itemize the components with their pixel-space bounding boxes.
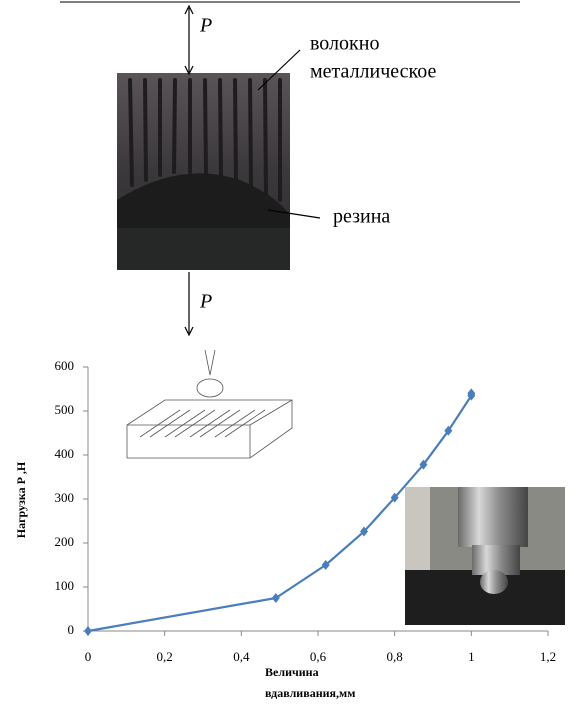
y-tick-label: 300: [55, 490, 75, 505]
y-tick-label: 0: [68, 622, 75, 637]
y-axis-label: Нагрузка Р ,Н: [14, 461, 28, 538]
fiber-label: металлическое: [310, 61, 436, 83]
photo-inset: [405, 487, 565, 625]
sample-photo: [117, 73, 290, 270]
x-tick-label: 0: [85, 649, 92, 664]
rubber-label: резина: [333, 206, 390, 228]
y-tick-label: 200: [55, 534, 75, 549]
y-tick-label: 500: [55, 402, 75, 417]
x-tick-label: 0,4: [233, 649, 250, 664]
y-tick-label: 600: [55, 358, 75, 373]
load-label: P: [199, 291, 212, 313]
x-tick-label: 1: [468, 649, 475, 664]
x-axis-label: Величина вдавливания,мм: [265, 662, 390, 704]
y-tick-label: 100: [55, 578, 75, 593]
page: P волокно металлическое резина P 0 100 200…: [0, 0, 574, 707]
figure: P волокно металлическое резина P 0 100 200…: [0, 0, 574, 707]
load-label: P: [199, 15, 212, 37]
sketch-inset: [127, 350, 292, 458]
x-tick-label: 1,2: [540, 649, 556, 664]
y-tick-label: 400: [55, 446, 75, 461]
data-point: [272, 593, 280, 603]
fiber-label: волокно: [310, 33, 379, 55]
x-tick-label: 0,2: [157, 649, 173, 664]
data-point: [84, 626, 92, 636]
